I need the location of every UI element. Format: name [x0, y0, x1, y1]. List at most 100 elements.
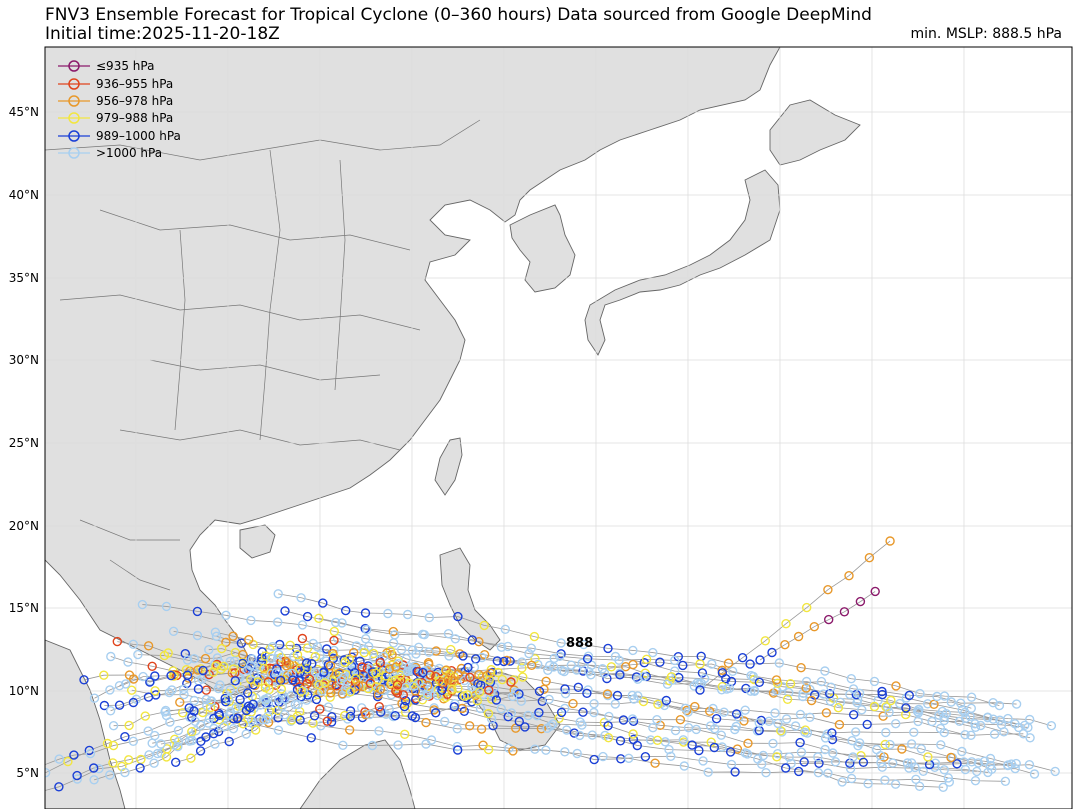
track-point	[760, 636, 770, 646]
track-point	[930, 758, 941, 768]
track-point	[263, 693, 273, 703]
track-point	[344, 654, 354, 665]
track-point	[31, 789, 39, 797]
track-point	[381, 709, 391, 719]
track-point	[557, 665, 567, 676]
track-point	[331, 617, 341, 628]
track-point	[123, 755, 134, 765]
lat-label-30n: 30°N	[9, 353, 39, 367]
track-point	[632, 740, 642, 751]
track-point	[615, 736, 626, 746]
track-point	[322, 716, 332, 726]
track-point	[393, 740, 403, 750]
track-point	[99, 670, 109, 680]
track-point	[190, 716, 200, 726]
track-point	[506, 677, 516, 687]
track-point	[410, 695, 421, 705]
track-point	[548, 719, 558, 729]
track-point	[833, 703, 844, 713]
track-point	[452, 724, 462, 734]
province-borders	[45, 119, 481, 591]
track-line	[165, 709, 950, 783]
track-line	[142, 604, 976, 728]
legend: ≤935 hPa 936–955 hPa 956–978 hPa 979–988…	[58, 59, 181, 160]
track-point	[297, 633, 308, 644]
track-point	[128, 736, 139, 746]
legend-label-979-988: 979–988 hPa	[96, 111, 173, 125]
track-point	[932, 691, 942, 702]
track-point	[54, 754, 64, 764]
track-point	[927, 716, 937, 727]
track-line	[494, 692, 1056, 772]
track-point	[587, 730, 597, 740]
track-point	[603, 721, 613, 731]
track-point	[354, 681, 364, 691]
track-point	[755, 655, 765, 665]
track-point	[345, 706, 356, 716]
track-point	[203, 718, 213, 728]
track-point	[796, 663, 806, 673]
track-point	[398, 690, 408, 700]
track-point	[944, 777, 954, 787]
track-point	[143, 641, 154, 651]
track-point	[746, 670, 756, 681]
track-point	[99, 700, 110, 711]
track-point	[424, 685, 434, 695]
track-point	[189, 706, 199, 716]
track-point	[390, 711, 400, 721]
track-point	[204, 645, 214, 655]
track-point	[384, 704, 394, 714]
track-point	[918, 766, 928, 776]
track-point	[939, 765, 949, 775]
track-point	[326, 688, 336, 698]
track-point	[809, 622, 819, 632]
track-point	[338, 740, 348, 750]
track-point	[407, 711, 417, 721]
track-point	[314, 680, 324, 690]
track-point	[648, 647, 658, 658]
track-point	[934, 710, 944, 720]
track-point	[479, 650, 490, 660]
track-point	[173, 725, 184, 736]
track-point	[472, 696, 482, 706]
track-point	[143, 726, 153, 736]
track-point	[213, 683, 224, 694]
track-point	[801, 683, 811, 693]
track-point	[566, 660, 576, 670]
track-point	[914, 781, 925, 791]
track-point	[987, 764, 997, 774]
track-point	[206, 696, 216, 706]
track-point	[781, 763, 791, 773]
track-point	[706, 737, 716, 747]
track-point	[914, 704, 924, 715]
track-point	[901, 693, 912, 703]
track-point	[612, 690, 623, 701]
track-point	[241, 729, 251, 739]
track-point	[820, 744, 830, 755]
track-point	[487, 694, 497, 704]
track-point	[465, 672, 475, 682]
track-point	[102, 738, 113, 749]
track-point	[848, 752, 858, 762]
track-point	[304, 674, 314, 684]
track-point	[725, 747, 736, 757]
lat-axis-labels: 45°N 40°N 35°N 30°N 25°N 20°N 15°N 10°N …	[9, 105, 39, 780]
track-point	[627, 714, 638, 724]
lat-label-25n: 25°N	[9, 436, 39, 450]
track-point	[731, 709, 742, 719]
track-point	[839, 607, 850, 617]
track-point	[205, 702, 216, 713]
track-point	[376, 707, 386, 717]
track-point	[128, 639, 139, 649]
track-point	[345, 725, 355, 735]
track-point	[855, 596, 866, 607]
legend-item-936-955: 936–955 hPa	[58, 77, 173, 91]
track-point	[885, 739, 895, 750]
asia-mainland	[45, 47, 781, 696]
track-point	[952, 759, 962, 769]
track-point	[573, 682, 583, 692]
track-point	[446, 644, 456, 655]
track-point	[999, 727, 1009, 737]
track-point	[325, 661, 336, 671]
track-point	[201, 694, 212, 705]
